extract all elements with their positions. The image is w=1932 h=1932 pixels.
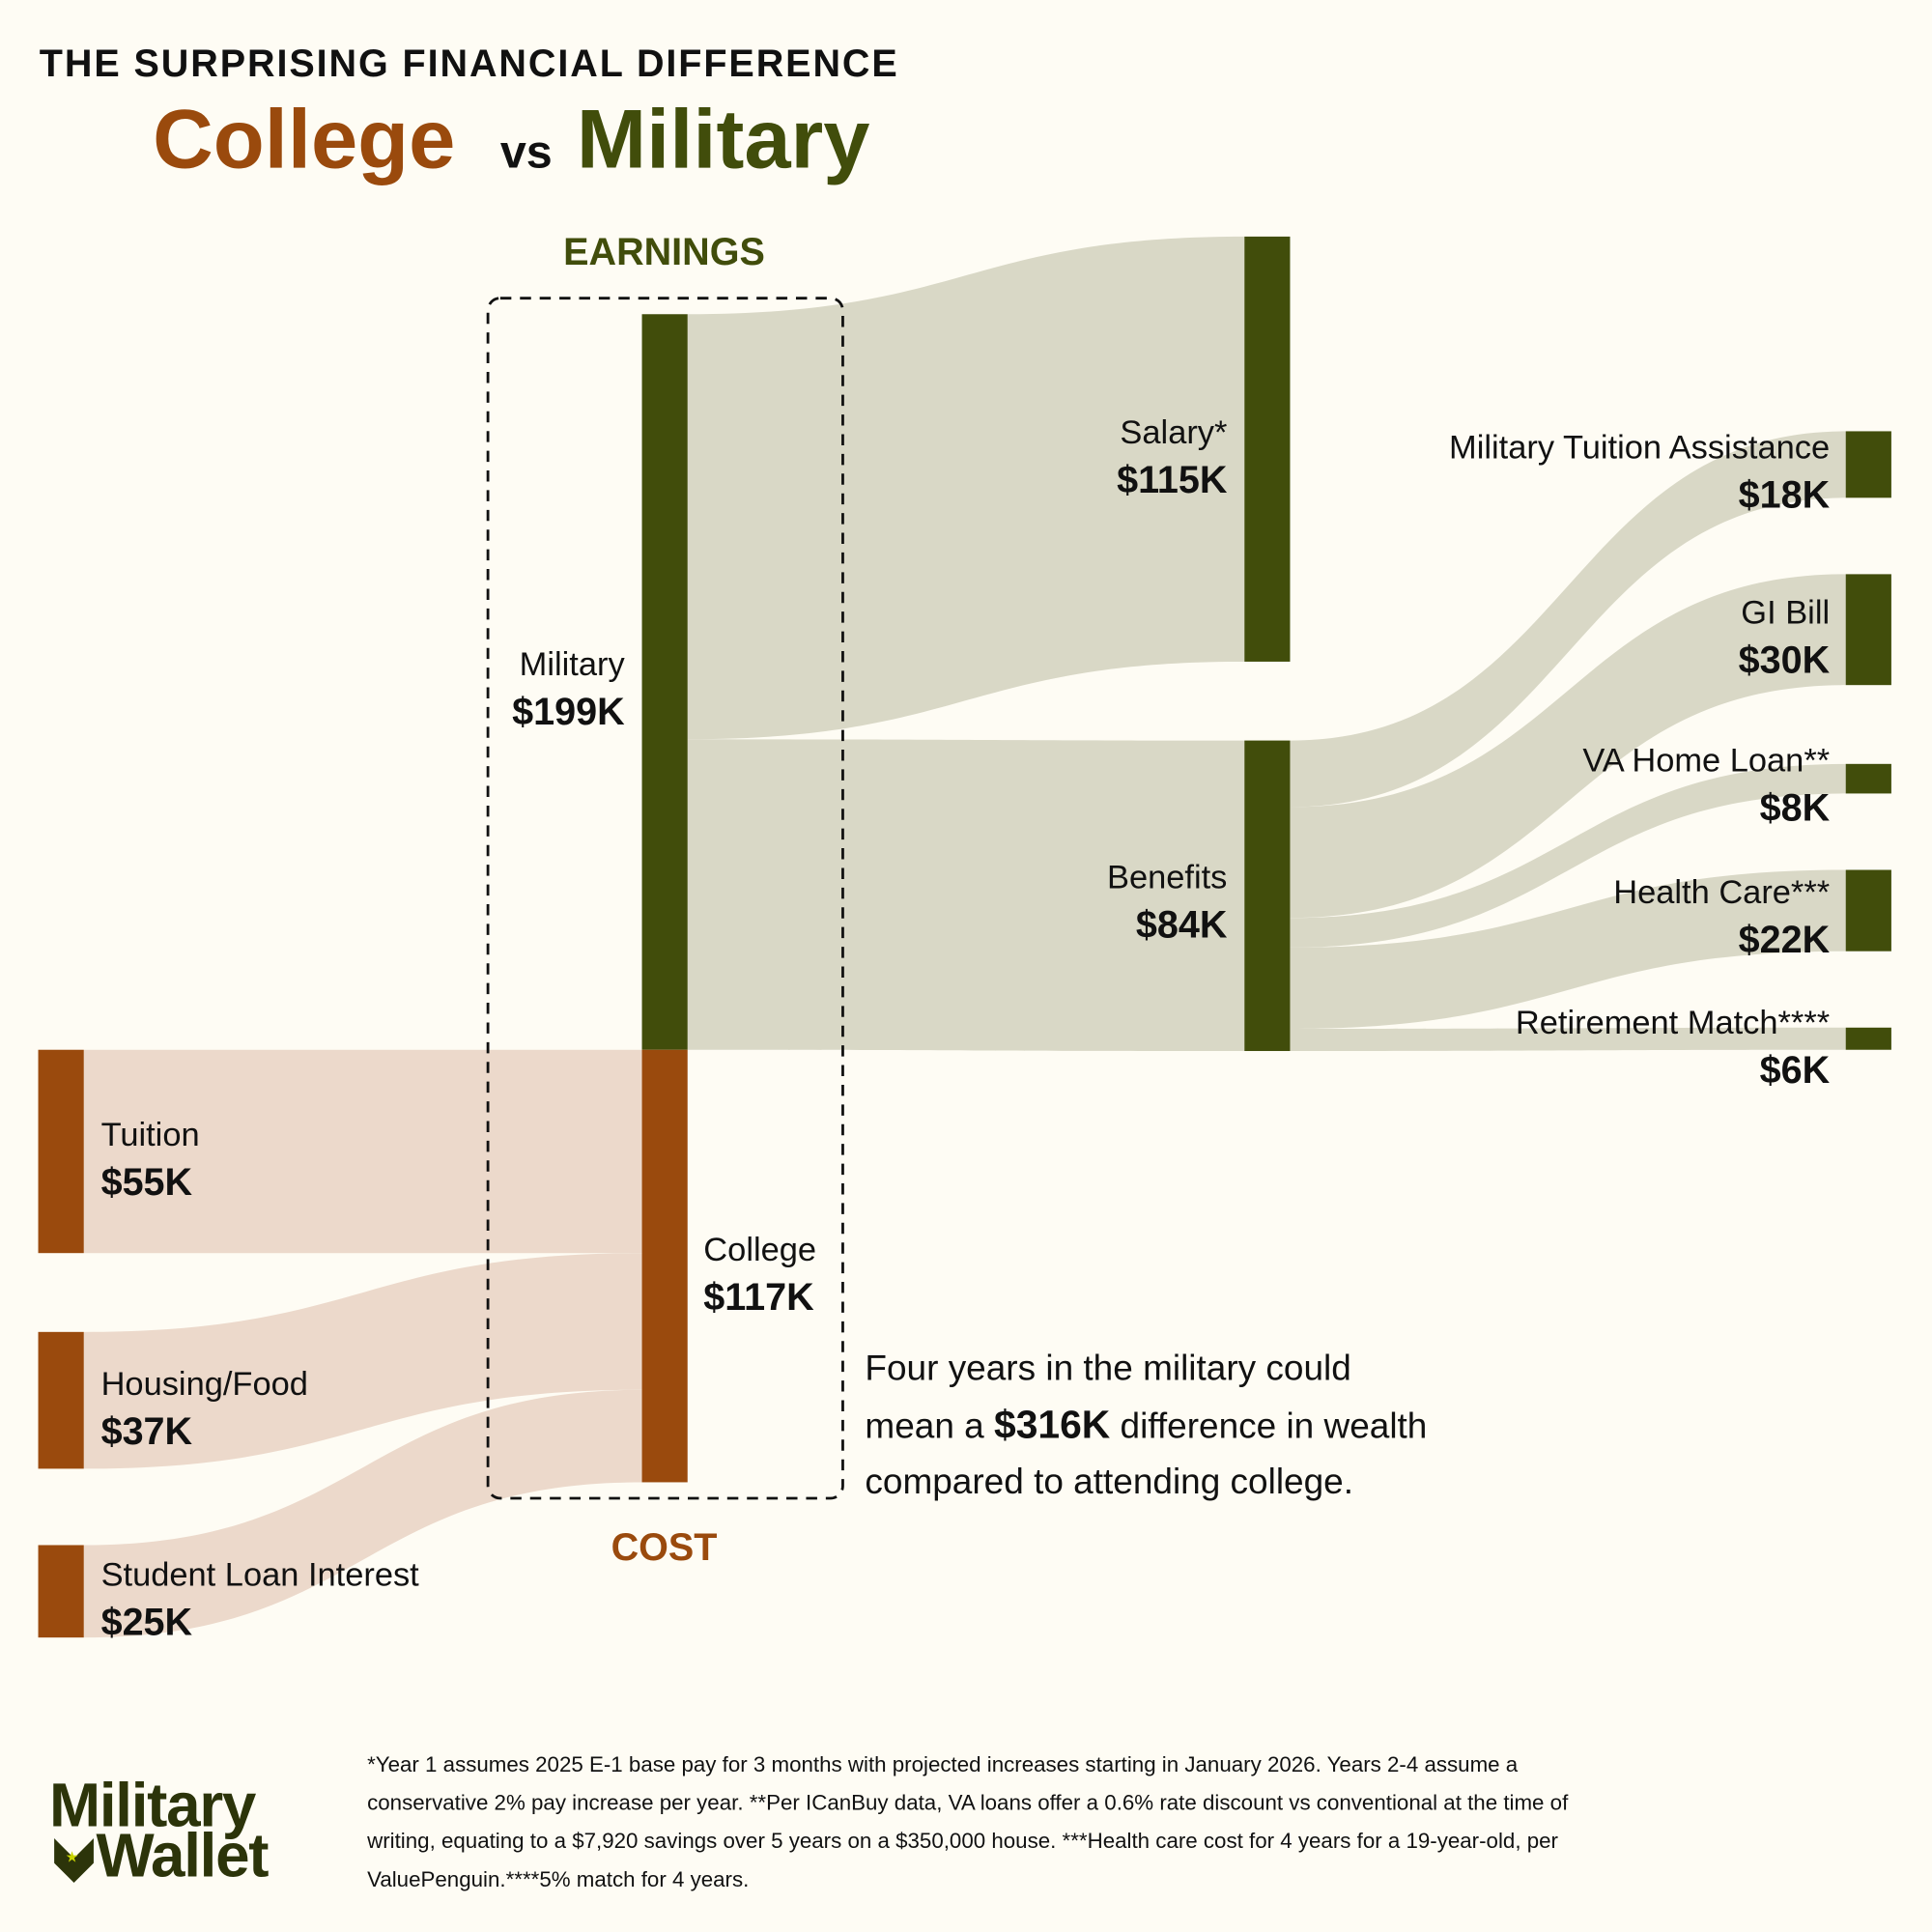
sankey-links — [83, 236, 1846, 1638]
logo-line1: Military — [49, 1770, 257, 1839]
title-college: College — [153, 92, 455, 185]
callout-line3: compared to attending college. — [865, 1462, 1353, 1501]
label-va-home-loan: VA Home Loan** — [1582, 742, 1830, 779]
label-gi-bill: GI Bill — [1741, 594, 1830, 631]
value-gi-bill: $30K — [1739, 639, 1831, 681]
link-benefits-hc — [1290, 869, 1846, 1030]
link-loan-college — [83, 1389, 642, 1638]
value-salary: $115K — [1117, 459, 1228, 501]
value-college: $117K — [703, 1276, 814, 1319]
node-loan — [38, 1545, 84, 1638]
label-benefits: Benefits — [1107, 860, 1227, 896]
military-wallet-logo: Military ★ Wallet — [49, 1770, 270, 1890]
node-rm — [1845, 1027, 1891, 1050]
value-benefits: $84K — [1136, 904, 1228, 947]
callout-line1: Four years in the military could — [865, 1349, 1350, 1388]
node-military — [641, 314, 688, 1050]
link-benefits-rm — [1290, 1027, 1846, 1052]
callout-line2: mean a $316K difference in wealth — [865, 1403, 1427, 1447]
sankey-nodes — [38, 236, 1891, 1638]
star-icon: ★ — [66, 1849, 79, 1865]
node-benefits — [1244, 740, 1291, 1052]
footnote-line2: conservative 2% pay increase per year. *… — [367, 1791, 1569, 1815]
link-military-benefits — [687, 739, 1245, 1052]
node-tuition — [38, 1049, 84, 1254]
callout-amount: $316K — [994, 1403, 1111, 1447]
value-tuition-assistance: $18K — [1739, 474, 1831, 517]
label-student-loan-interest: Student Loan Interest — [101, 1557, 420, 1594]
footnote-line1: *Year 1 assumes 2025 E-1 base pay for 3 … — [367, 1752, 1519, 1776]
label-health-care: Health Care*** — [1613, 874, 1830, 911]
callout-line2-post: difference in wealth — [1110, 1406, 1427, 1446]
title-vs: vs — [500, 126, 553, 178]
link-benefits-ta — [1290, 431, 1846, 808]
logo-line2: Wallet — [96, 1821, 269, 1890]
label-salary: Salary* — [1120, 414, 1227, 451]
value-health-care: $22K — [1739, 919, 1831, 961]
node-gi — [1845, 574, 1891, 686]
value-military: $199K — [512, 691, 625, 733]
value-student-loan-interest: $25K — [101, 1602, 193, 1644]
earnings-label: EARNINGS — [563, 231, 765, 273]
label-tuition-assistance: Military Tuition Assistance — [1449, 429, 1830, 466]
label-military: Military — [520, 646, 626, 683]
link-military-salary — [687, 236, 1245, 740]
callout-line2-pre: mean a — [865, 1406, 994, 1446]
value-housing-food: $37K — [101, 1410, 193, 1453]
comparison-dashed-box — [486, 297, 844, 1500]
label-college: College — [703, 1232, 816, 1268]
value-retirement-match: $6K — [1760, 1049, 1831, 1092]
node-ta — [1845, 431, 1891, 498]
kicker: THE SURPRISING FINANCIAL DIFFERENCE — [40, 43, 899, 85]
link-benefits-va — [1290, 763, 1846, 948]
node-housing — [38, 1331, 84, 1469]
link-benefits-gi — [1290, 574, 1846, 919]
node-salary — [1244, 236, 1291, 662]
node-va — [1845, 763, 1891, 794]
title-military: Military — [577, 92, 870, 185]
label-housing-food: Housing/Food — [101, 1366, 308, 1403]
cost-label: COST — [611, 1526, 718, 1569]
chevron-icon — [54, 1838, 94, 1883]
footnote-line4: ValuePenguin.****5% match for 4 years. — [367, 1867, 749, 1891]
value-va-home-loan: $8K — [1760, 786, 1831, 829]
node-college — [641, 1049, 688, 1483]
value-tuition: $55K — [101, 1161, 193, 1204]
link-housing-college — [83, 1253, 642, 1469]
node-hc — [1845, 869, 1891, 952]
label-retirement-match: Retirement Match**** — [1516, 1005, 1830, 1041]
footnote-line3: writing, equating to a $7,920 savings ov… — [366, 1829, 1558, 1853]
link-tuition-college — [83, 1049, 642, 1254]
label-tuition: Tuition — [101, 1117, 200, 1153]
